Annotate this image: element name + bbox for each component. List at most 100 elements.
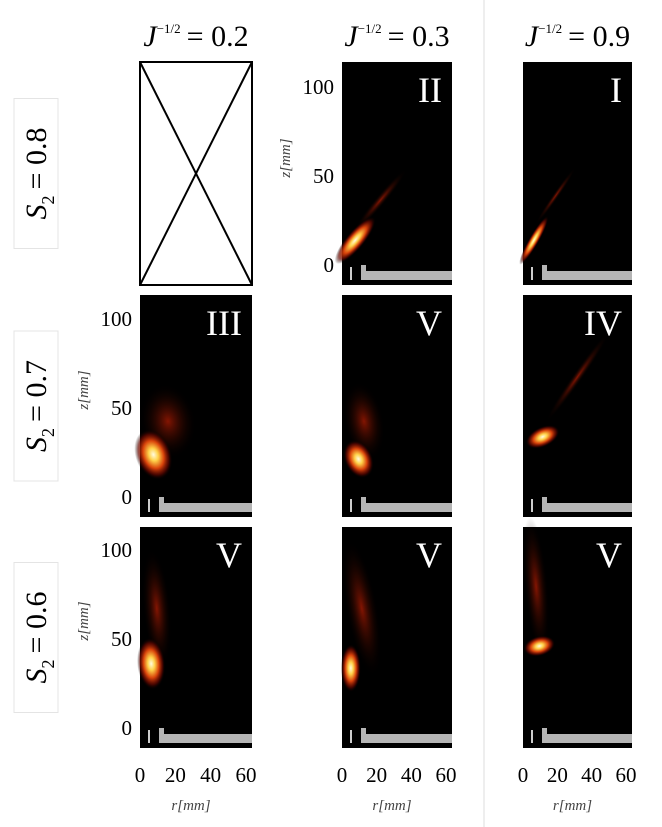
r-tick-label: 0 [135, 763, 146, 787]
z-tick-label: 100 [101, 307, 133, 331]
r-tick-label: 40 [581, 763, 602, 787]
flame [354, 169, 407, 231]
flame [340, 644, 361, 693]
nozzle-step [361, 265, 366, 280]
flame [535, 166, 576, 225]
empty-panel [139, 61, 253, 286]
row-value: = 0.8 [20, 128, 53, 190]
r-tick-label: 0 [337, 763, 348, 787]
row-label-box [13, 562, 59, 713]
nozzle-wall [160, 734, 252, 743]
flame [334, 216, 376, 264]
nozzle-wall [543, 271, 632, 280]
header-symbol: J [344, 20, 359, 53]
regime-label: IV [584, 303, 622, 343]
panel [523, 62, 632, 285]
row-value: = 0.6 [20, 592, 53, 654]
z-tick-label: 0 [122, 485, 133, 509]
z-tick-label: 100 [303, 75, 335, 99]
flame [519, 215, 549, 265]
flame [343, 439, 374, 479]
row-subscript: 2 [38, 428, 58, 437]
column-header: J−1/2 = 0.9 [525, 20, 630, 53]
r-tick-label: 60 [436, 763, 457, 787]
cross-line [139, 61, 253, 286]
inlet-line [531, 499, 533, 512]
nozzle-wall [160, 503, 252, 512]
r-tick-label: 20 [366, 763, 387, 787]
header-exponent: −1/2 [157, 21, 181, 36]
r-tick-label: 60 [616, 763, 637, 787]
inlet-line [350, 267, 352, 280]
inlet-line [148, 730, 150, 743]
row-label-box [13, 330, 59, 482]
flame [522, 516, 550, 657]
flame [341, 539, 382, 678]
z-tick-label: 50 [313, 164, 334, 188]
z-tick-label: 50 [111, 627, 132, 651]
nozzle-step [542, 497, 547, 512]
flame [137, 637, 166, 690]
regime-label: V [216, 535, 242, 575]
panel [523, 295, 632, 517]
r-tick-label: 40 [401, 763, 422, 787]
nozzle-step [542, 728, 547, 743]
nozzle-step [361, 497, 366, 512]
r-tick-label: 40 [200, 763, 221, 787]
inlet-line [531, 730, 533, 743]
z-axis-label: z[mm] [76, 601, 92, 641]
flame [545, 331, 610, 423]
nozzle-wall [362, 503, 452, 512]
nozzle-step [361, 728, 366, 743]
nozzle-step [159, 728, 164, 743]
regime-label: V [416, 535, 442, 575]
header-value: = 0.3 [388, 20, 450, 53]
nozzle-wall [543, 503, 632, 512]
r-axis-label: r[mm] [372, 798, 411, 814]
inlet-line [148, 499, 150, 512]
regime-label: I [610, 70, 622, 110]
nozzle-step [159, 497, 164, 512]
header-exponent: −1/2 [538, 21, 562, 36]
row-label-box [13, 98, 59, 249]
r-tick-label: 20 [547, 763, 568, 787]
row-subscript: 2 [38, 659, 58, 668]
z-tick-label: 100 [101, 538, 133, 562]
flame [523, 635, 556, 657]
column-header: J−1/2 = 0.3 [344, 20, 449, 53]
r-tick-label: 0 [518, 763, 529, 787]
regime-label: V [596, 535, 622, 575]
nozzle-wall [543, 734, 632, 743]
header-value: = 0.9 [568, 20, 630, 53]
flame [525, 425, 560, 449]
nozzle-wall [362, 734, 452, 743]
r-axis-label: r[mm] [553, 798, 592, 814]
r-tick-label: 20 [165, 763, 186, 787]
inlet-line [350, 499, 352, 512]
z-tick-label: 50 [111, 396, 132, 420]
regime-label: III [206, 303, 242, 343]
header-value: = 0.2 [187, 20, 249, 53]
row-symbol: S [20, 204, 53, 219]
r-tick-label: 60 [236, 763, 257, 787]
inlet-line [531, 267, 533, 280]
header-symbol: J [525, 20, 540, 53]
regime-label: II [418, 70, 442, 110]
header-symbol: J [143, 20, 158, 53]
column-header: J−1/2 = 0.2 [143, 20, 248, 53]
r-axis-label: r[mm] [171, 798, 210, 814]
flame [134, 429, 173, 480]
row-symbol: S [20, 437, 53, 452]
row-label: S2 = 0.7 [20, 360, 58, 452]
nozzle-step [542, 265, 547, 280]
nozzle-wall [362, 271, 452, 280]
z-axis-label: z[mm] [76, 370, 92, 410]
inlet-line [350, 730, 352, 743]
row-subscript: 2 [38, 195, 58, 204]
z-axis-label: z[mm] [278, 138, 294, 178]
row-symbol: S [20, 668, 53, 683]
row-label: S2 = 0.6 [20, 592, 58, 684]
row-value: = 0.7 [20, 360, 53, 422]
row-label: S2 = 0.8 [20, 128, 58, 220]
